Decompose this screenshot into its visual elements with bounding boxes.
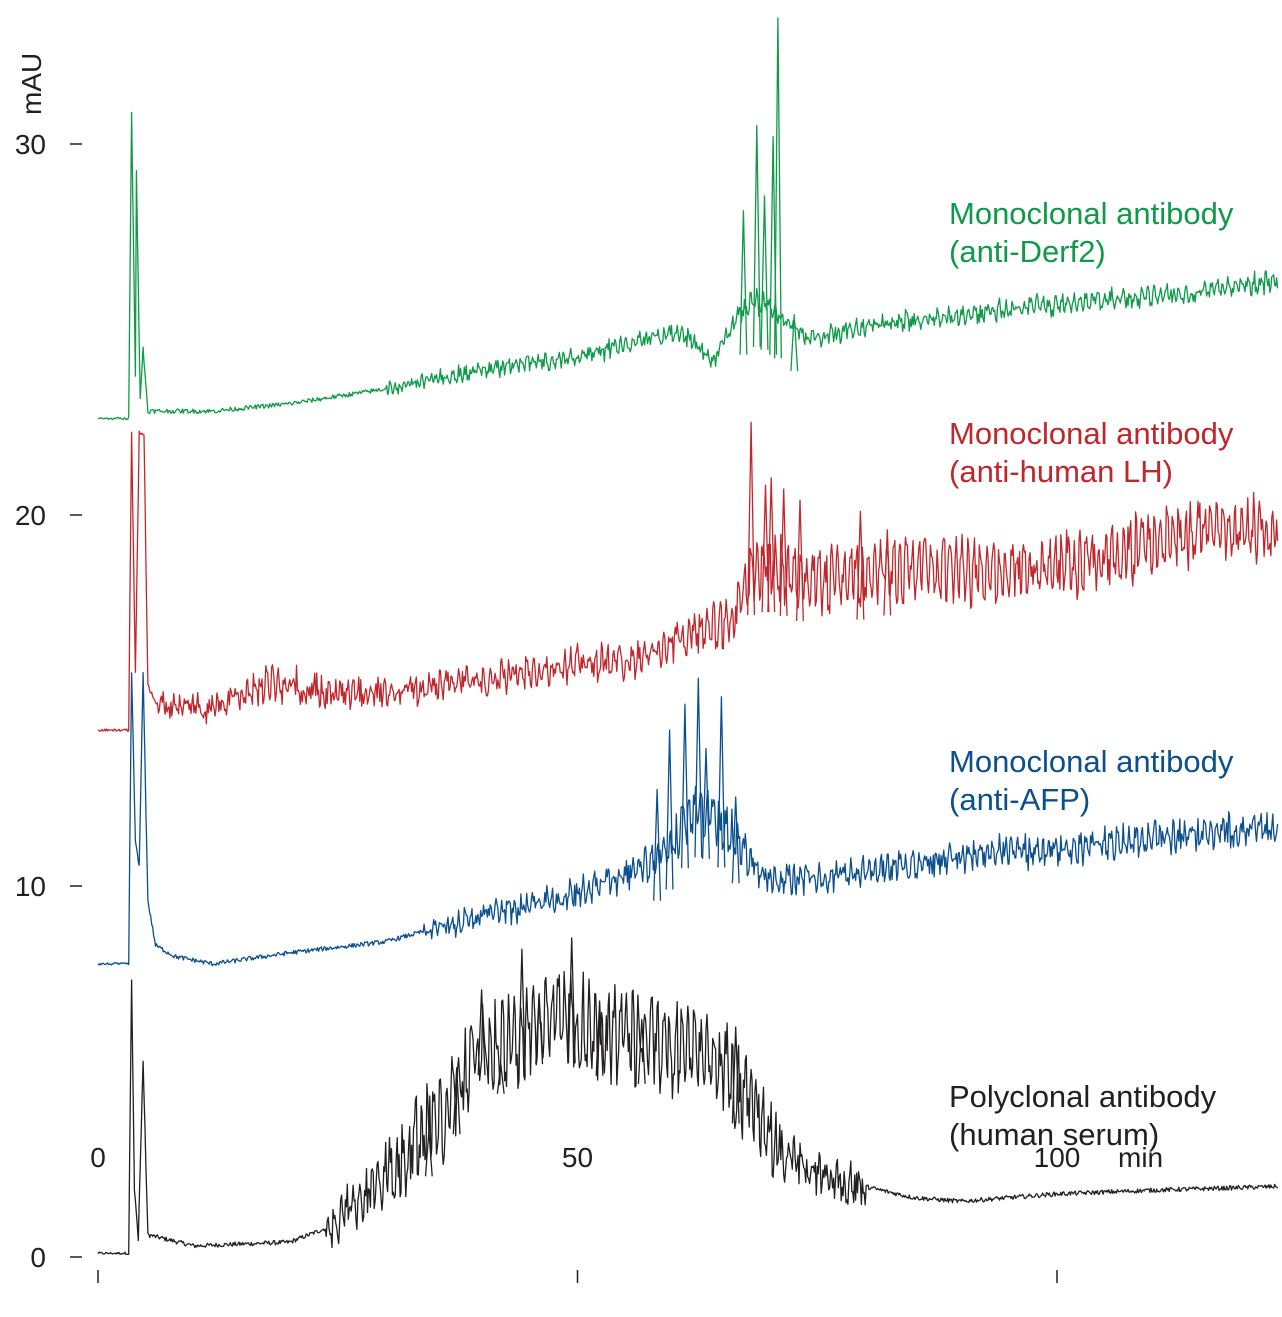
peak (477, 989, 486, 1076)
x-tick-label: 100 (1034, 1142, 1081, 1173)
peak (779, 488, 788, 616)
y-tick-label: 30 (15, 129, 46, 160)
peak (790, 314, 799, 372)
traces (97, 17, 1279, 1256)
peak (883, 529, 892, 616)
peak (517, 948, 526, 1078)
y-axis-title: mAU (16, 53, 47, 115)
y-tick-label: 0 (30, 1242, 46, 1273)
series-label-line: Monoclonal antibody (949, 196, 1234, 231)
series-label-line: Monoclonal antibody (949, 744, 1234, 779)
series-label-line: (anti-human LH) (949, 454, 1173, 489)
series-label-line: (anti-Derf2) (949, 234, 1106, 269)
trace-2 (97, 671, 1279, 967)
peak (739, 210, 748, 355)
peak (424, 1130, 433, 1177)
axes: 0 10 20 30 0 50 100 (15, 129, 1081, 1283)
x-axis-title: min (1118, 1142, 1163, 1173)
series-label-line: (anti-AFP) (949, 782, 1090, 817)
peak (567, 937, 576, 1064)
trace-4 (97, 111, 1279, 421)
peak (761, 484, 770, 613)
peak (701, 748, 711, 859)
series-label-line: Monoclonal antibody (949, 416, 1234, 451)
peak (747, 421, 756, 616)
peak (535, 992, 544, 1065)
peak (595, 1000, 604, 1076)
peak (752, 124, 761, 347)
trace-1 (97, 971, 1279, 1256)
peak (452, 1067, 461, 1135)
peak (496, 1063, 505, 1094)
series-label-line: (human serum) (949, 1117, 1159, 1152)
peak (731, 1026, 740, 1124)
peak (856, 510, 865, 620)
y-tick-label: 20 (15, 500, 46, 531)
y-tick-label: 10 (15, 871, 46, 902)
series-labels: Polyclonal antibody(human serum) Monoclon… (949, 196, 1234, 1152)
peak (795, 499, 804, 622)
peak (773, 17, 782, 359)
peak (694, 677, 703, 858)
x-tick-label: 0 (90, 1142, 106, 1173)
peak (717, 696, 726, 868)
series-label-line: Polyclonal antibody (949, 1079, 1217, 1114)
x-tick-label: 50 (562, 1142, 593, 1173)
trace-3 (97, 430, 1279, 732)
peak (665, 729, 674, 890)
peak (653, 788, 662, 901)
peak (731, 796, 740, 884)
peak (680, 703, 689, 869)
peak (760, 195, 769, 350)
peak (767, 477, 776, 613)
peak (637, 1018, 646, 1084)
